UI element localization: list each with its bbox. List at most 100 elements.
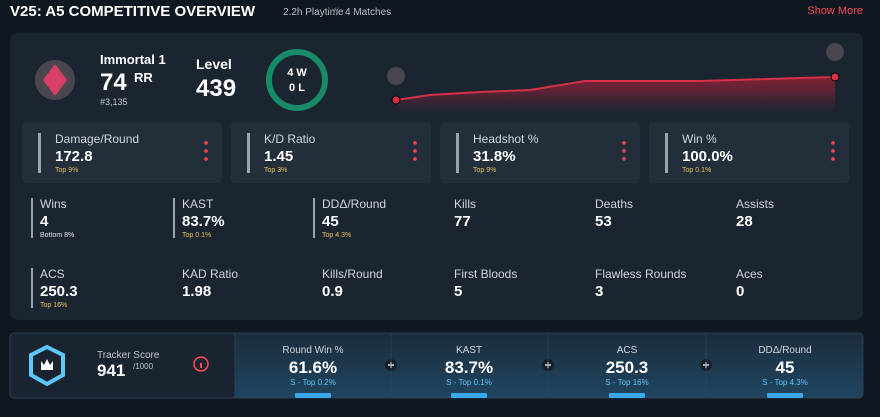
separator: // [333,7,339,18]
highlight-card [440,122,640,183]
metric-label: ACS [617,345,638,356]
stat-value: 77 [454,213,471,230]
rating-area [396,77,835,112]
highlight-card [22,122,222,183]
highlight-bar [665,133,668,173]
stat-label: Kills/Round [322,267,383,281]
menu-dot [831,149,835,153]
stat-label: Deaths [595,197,633,211]
metric-label: KAST [456,345,482,356]
metric-value: 45 [776,358,795,377]
stat-value: 83.7% [182,213,225,230]
stat-rank: Top 16% [40,302,67,309]
title: V25: A5 COMPETITIVE OVERVIEW [10,3,256,20]
tracker-icon [29,344,65,387]
metric-value: 250.3 [606,358,649,377]
highlight-bar [247,133,250,173]
highlight-rank: Top 9% [55,167,78,174]
start-rank-icon [387,67,405,85]
show-more[interactable]: Show More [807,5,863,17]
rank-rr: 74 [100,69,127,96]
menu-dot [622,141,626,145]
stat-value: 3 [595,283,603,300]
highlight-bar [38,133,41,173]
stat-label: First Bloods [454,267,517,281]
rank-gem [43,64,67,96]
highlight-value: 100.0% [682,148,733,165]
matches: 4 Matches [345,7,391,18]
menu-dot [831,141,835,145]
stat-label: KAST [182,197,214,211]
menu-dot [204,141,208,145]
playtime: 2.2h Playtime [283,7,344,18]
stat-value: 28 [736,213,753,230]
stat-label: ACS [40,267,65,281]
end-rank-icon [826,43,844,61]
info-icon[interactable] [193,356,209,372]
stat-value: 0.9 [322,283,343,300]
wins: 4 W [287,67,307,79]
menu-dot [413,149,417,153]
highlight-rank: Top 0.1% [682,167,711,174]
metric-value: 61.6% [289,358,337,377]
highlight-card [649,122,849,183]
tracker-crown [41,359,53,370]
menu-dot [413,157,417,161]
leaderboard: #3,135 [100,97,128,107]
tracker-max: /1000 [133,362,154,371]
generated: Damage/Round 172.8 Top 9% K/D Ratio 1.45 Top … [22,122,849,398]
metric-rank: S - Top 0.2% [290,378,336,387]
highlight-value: 31.8% [473,148,516,165]
menu-dot [204,157,208,161]
menu-dot [622,149,626,153]
rr-unit: RR [134,70,153,85]
stat-label: KAD Ratio [182,267,238,281]
highlight-label: Win % [682,132,717,146]
metric-rank: S - Top 0.1% [446,378,492,387]
highlight-rank: Top 9% [473,167,496,174]
stat-value: 4 [40,213,49,230]
highlight-label: Damage/Round [55,132,139,146]
level-label: Level [196,56,232,72]
stat-label: Kills [454,197,476,211]
stat-rank: Top 4.3% [322,232,351,239]
highlight-value: 1.45 [264,148,293,165]
stat-value: 5 [454,283,462,300]
tracker-label: Tracker Score [97,350,160,361]
stat-label: Assists [736,197,774,211]
info-icon-bar [200,363,202,368]
metric-indicator [767,393,803,398]
rating-end [830,72,840,82]
stat-label: Wins [40,197,67,211]
metric-value: 83.7% [445,358,493,377]
menu-dot [831,157,835,161]
metric-label: DDΔ/Round [758,345,811,356]
highlight-label: K/D Ratio [264,132,316,146]
highlight-label: Headshot % [473,132,539,146]
rating-start [391,95,401,105]
metric-rank: S - Top 16% [605,378,648,387]
highlight-bar [456,133,459,173]
stat-rank: Top 0.1% [182,232,211,239]
metric-indicator [451,393,487,398]
stat-value: 1.98 [182,283,211,300]
metric-label: Round Win % [282,345,343,356]
stat-bar [313,198,315,238]
stat-label: DDΔ/Round [322,197,386,211]
level-value: 439 [196,75,236,102]
rank-name: Immortal 1 [100,52,166,67]
stat-bar [31,268,33,308]
record-ring [266,49,328,111]
menu-dot [204,149,208,153]
stat-value: 250.3 [40,283,78,300]
stat-rank: Bottom 8% [40,232,74,239]
rating-line [395,76,836,101]
highlight-card [231,122,431,183]
menu-dot [413,141,417,145]
tracker-value: 941 [97,361,125,380]
losses: 0 L [289,82,305,94]
stat-value: 53 [595,213,612,230]
stat-bar [173,198,175,238]
